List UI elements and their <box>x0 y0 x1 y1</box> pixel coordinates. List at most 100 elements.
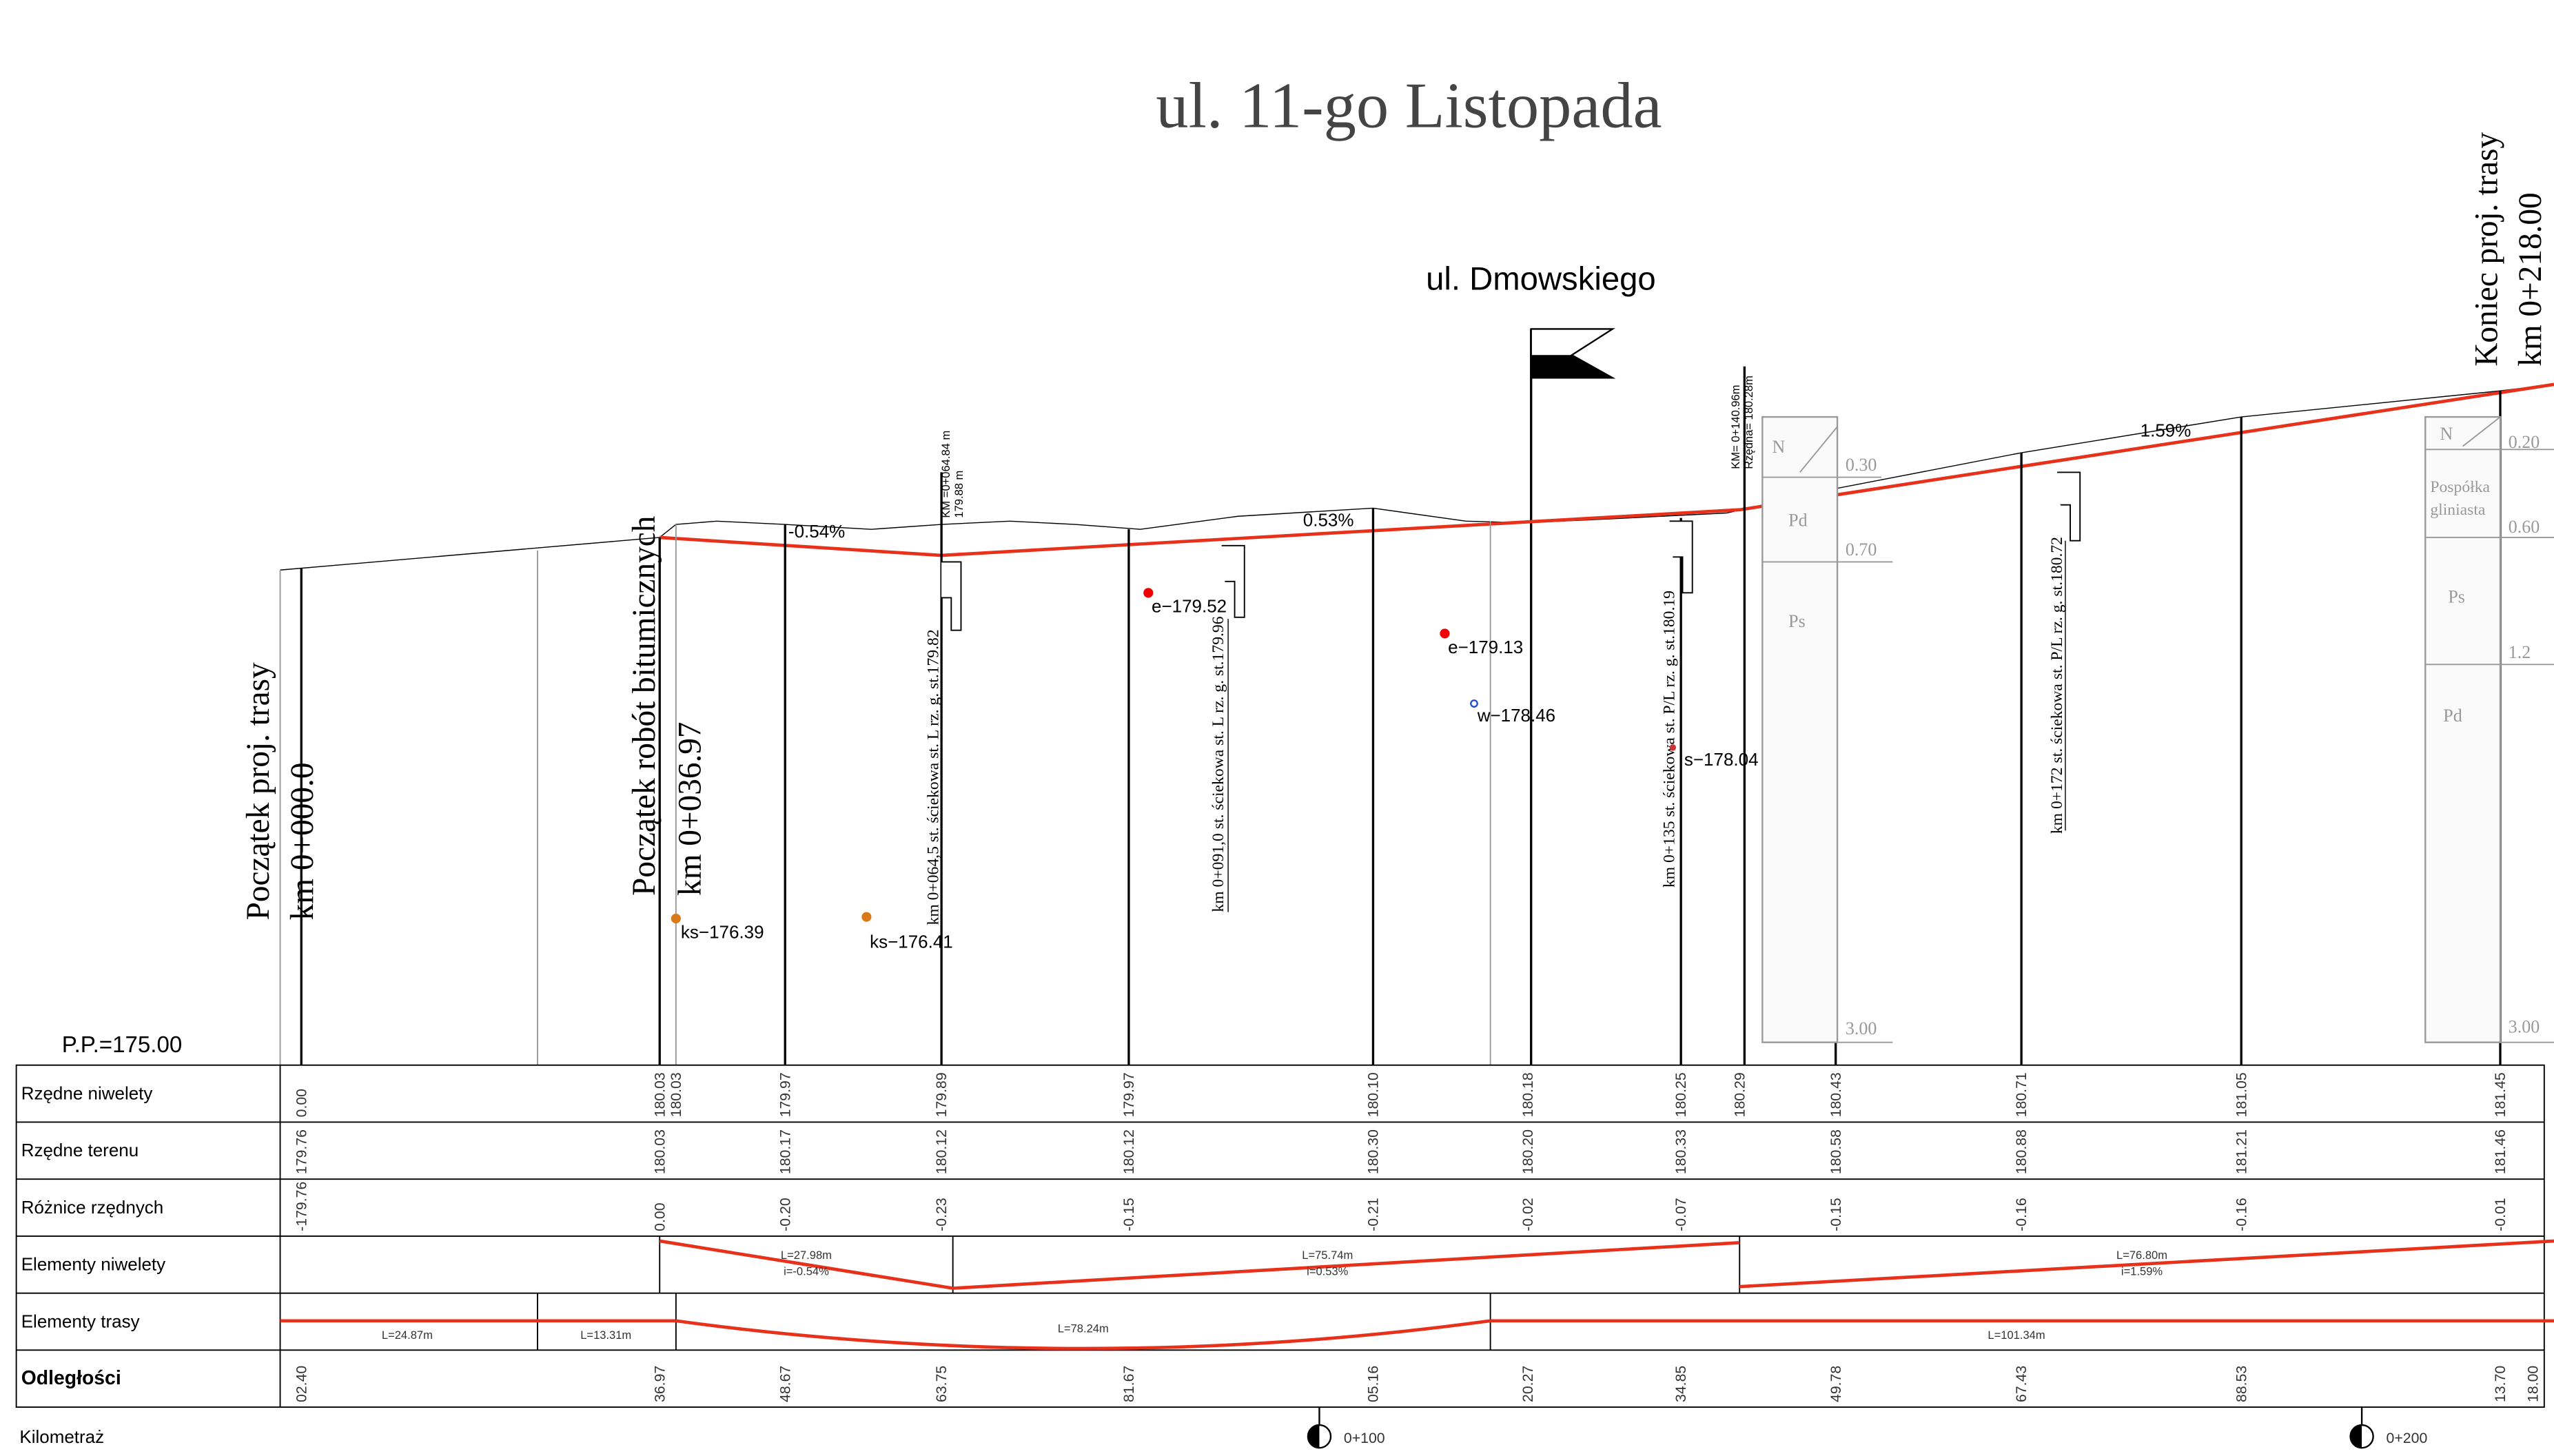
cell-value: 179.76 <box>293 1129 309 1174</box>
cell-value: 63.75 <box>933 1366 950 1402</box>
title: ul. 11-go Listopada <box>1156 70 1662 141</box>
soil-depth: 0.20 <box>2509 432 2540 452</box>
cell-value: 180.43 <box>1828 1072 1844 1117</box>
cell-value: 13.70 <box>2492 1366 2509 1402</box>
element-label: L=24.87m <box>382 1329 433 1342</box>
cell-value: 181.46 <box>2492 1129 2509 1174</box>
grade-label: 0.53% <box>1303 509 1354 530</box>
point <box>1143 588 1154 598</box>
km-symbol <box>1307 1407 1332 1449</box>
row-header: Odległości <box>21 1367 121 1389</box>
cell-value: 34.85 <box>1673 1366 1689 1402</box>
well-symbols <box>941 471 2081 631</box>
datum: P.P.=175.00 <box>62 1032 182 1058</box>
well-label: km 0+091,0 st. ściekowa st. L rz. g. st.… <box>1209 616 1227 912</box>
cell-value: 180.12 <box>1121 1129 1137 1174</box>
cell-value: -0.01 <box>2492 1198 2509 1231</box>
cell-value: -0.02 <box>1520 1198 1536 1231</box>
cell-value: 67.43 <box>2013 1366 2030 1402</box>
cell-value: 180.03 <box>668 1072 684 1117</box>
marker-elev: Rzędna= 180.28m <box>1742 376 1755 469</box>
cell-value: 0.00 <box>651 1202 668 1231</box>
cell-value: 180.03 <box>651 1072 668 1117</box>
point-label: e−179.13 <box>1448 637 1523 657</box>
element-label: L=75.74m <box>1302 1249 1353 1262</box>
grade-line <box>660 382 2554 557</box>
end-label: Koniec proj. trasy <box>2469 132 2504 366</box>
kilometraz-label: Kilometraż <box>19 1426 104 1447</box>
start-km: km 0+000.0 <box>285 763 320 921</box>
cell-value: 48.67 <box>777 1366 793 1402</box>
soil-layer: N <box>1773 437 1786 457</box>
bitum-km: km 0+036.97 <box>672 721 708 895</box>
soil-depth: 3.00 <box>1846 1018 1877 1038</box>
cell-value: 180.25 <box>1673 1072 1689 1117</box>
cell-value: 180.20 <box>1520 1129 1536 1174</box>
cell-value: 02.40 <box>293 1366 309 1402</box>
row-header: Rzędne niwelety <box>21 1083 153 1103</box>
soil-depth: 0.70 <box>1846 540 1877 560</box>
cell-value: 180.30 <box>1365 1129 1382 1174</box>
cell-value: -0.16 <box>2013 1198 2030 1231</box>
row-header: Elementy trasy <box>21 1311 140 1331</box>
point <box>671 913 681 924</box>
point <box>1440 628 1450 639</box>
cell-value: 180.10 <box>1365 1072 1382 1117</box>
point-label: ks−176.41 <box>870 932 953 952</box>
cell-value: 180.58 <box>1828 1129 1844 1174</box>
cell-value: 81.67 <box>1121 1366 1137 1402</box>
cell-value: -0.16 <box>2233 1198 2249 1231</box>
well-label: km 0+172 st. ściekowa st. P/L rz. g. st.… <box>2048 537 2066 834</box>
marker-km: KM =0+064.84 m <box>939 431 952 518</box>
point-label: w−178.46 <box>1477 705 1555 726</box>
cell-value: 180.33 <box>1673 1129 1689 1174</box>
row-header: Elementy niwelety <box>21 1254 165 1275</box>
km-mark: 0+100 <box>1344 1430 1385 1446</box>
cell-value: 18.00 <box>2524 1366 2541 1402</box>
cell-value: 0.00 <box>293 1089 309 1117</box>
cell-value: 180.12 <box>933 1129 950 1174</box>
row-header: Rzędne terenu <box>21 1140 139 1160</box>
row-header: Różnice rzędnych <box>21 1197 164 1218</box>
soil-depth: 3.00 <box>2509 1016 2540 1036</box>
start-label: Początek proj. trasy <box>241 662 276 920</box>
soil-layer: Pospółka <box>2430 478 2490 496</box>
element-label: L=13.31m <box>580 1329 631 1342</box>
grade-label: -0.54% <box>788 521 845 542</box>
soil-layer: gliniasta <box>2430 501 2486 519</box>
soil-depth: 0.60 <box>2509 517 2540 537</box>
street-label: ul. Dmowskiego <box>1426 261 1656 298</box>
soil-depth: 0.30 <box>1846 455 1877 475</box>
cell-value: 180.18 <box>1520 1072 1536 1117</box>
terrain-line <box>280 384 2554 571</box>
cell-value: 181.45 <box>2492 1072 2509 1117</box>
soil-depth: 1.2 <box>2509 642 2531 662</box>
cell-value: -0.23 <box>933 1198 950 1231</box>
km-symbol <box>2349 1407 2374 1449</box>
element-label: L=76.80m <box>2116 1249 2167 1262</box>
cell-value: 181.21 <box>2233 1129 2249 1174</box>
end-km: km 0+218.00 <box>2513 192 2548 366</box>
soil-layer: Ps <box>2448 587 2465 607</box>
cell-value: -0.15 <box>1828 1198 1844 1231</box>
bitum-label: Początek robót bitumicznych <box>626 515 662 896</box>
element-label: L=78.24m <box>1058 1322 1109 1335</box>
element-label: L=27.98m <box>781 1249 832 1262</box>
km-mark: 0+200 <box>2387 1430 2428 1446</box>
grade-label: 1.59% <box>2141 420 2192 440</box>
soil-column <box>1761 416 1893 1043</box>
cell-value: 05.16 <box>1365 1366 1382 1402</box>
cell-value: 180.03 <box>651 1129 668 1174</box>
cell-value: -0.20 <box>777 1198 793 1231</box>
marker-elev: 179.88 m <box>952 471 966 518</box>
cell-value: 49.78 <box>1828 1366 1844 1402</box>
soil-column <box>2424 416 2554 1043</box>
cell-value: 180.71 <box>2013 1072 2030 1117</box>
element-label: i=-0.54% <box>784 1265 829 1278</box>
cell-value: -0.21 <box>1365 1198 1382 1231</box>
point <box>861 912 872 922</box>
cell-value: 179.97 <box>1121 1072 1137 1117</box>
cell-value: 36.97 <box>651 1366 668 1402</box>
point <box>1669 744 1677 751</box>
element-label: L=101.34m <box>1988 1329 2045 1342</box>
